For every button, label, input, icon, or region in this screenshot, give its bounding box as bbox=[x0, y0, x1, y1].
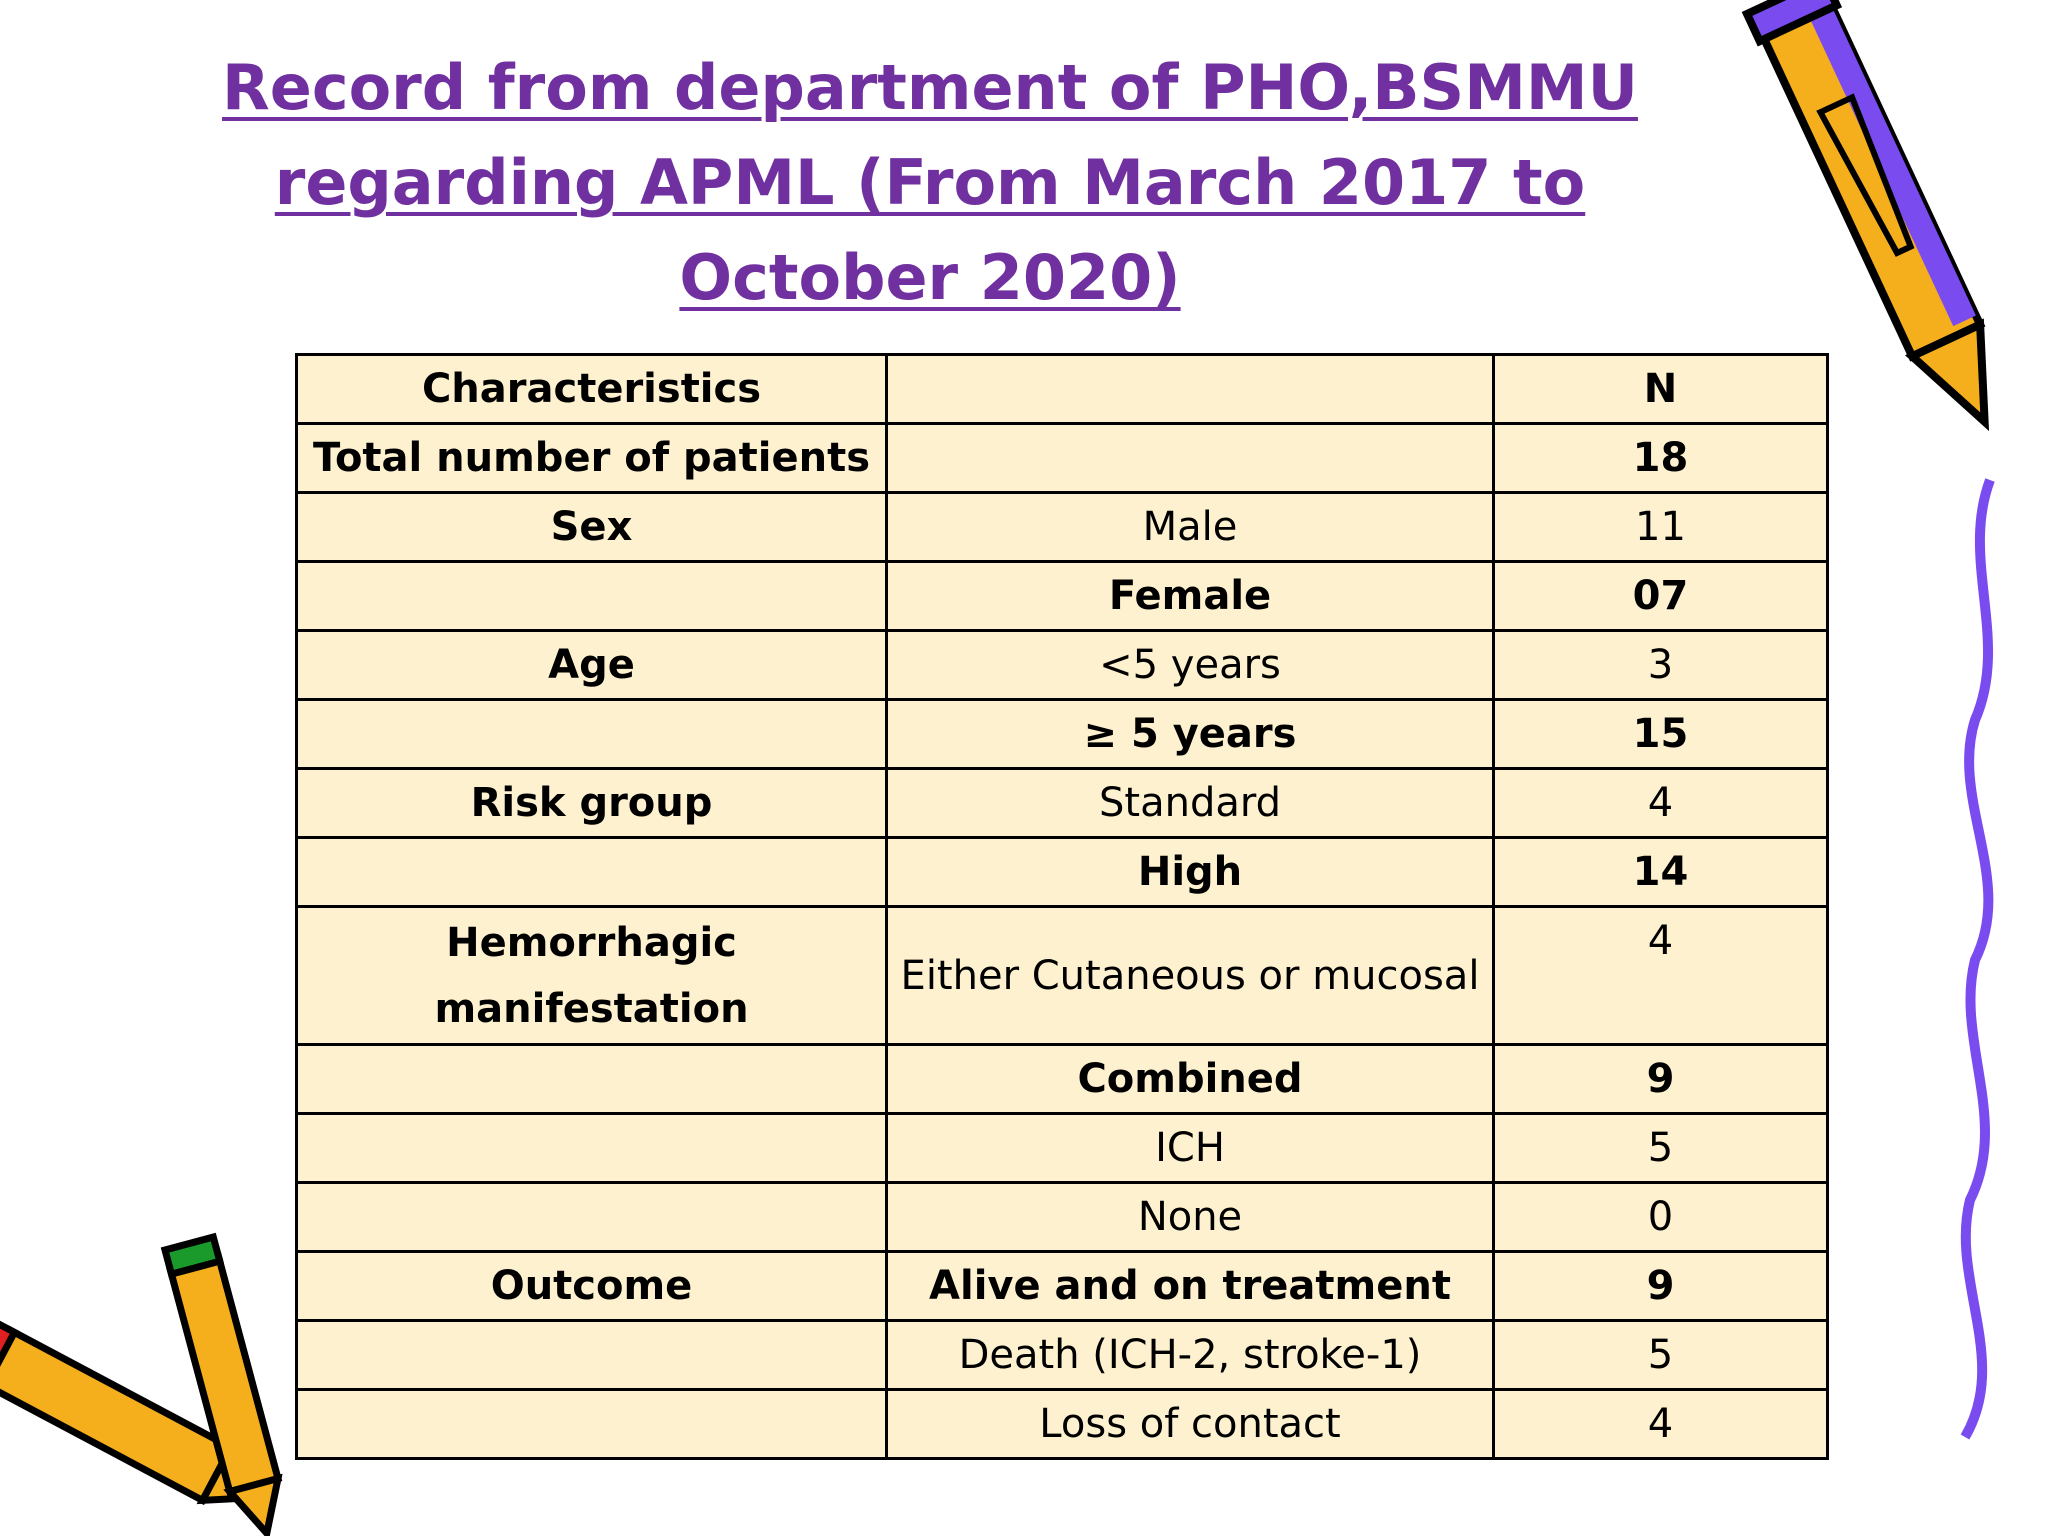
table-cell: Standard bbox=[885, 767, 1495, 839]
table-cell: <5 years bbox=[885, 629, 1495, 701]
table-cell: 9 bbox=[1492, 1043, 1829, 1115]
squiggle bbox=[1960, 478, 1995, 1440]
table-cell bbox=[295, 1043, 888, 1115]
table-row: Sex Male 11 bbox=[295, 491, 1829, 563]
table-cell: Male bbox=[885, 491, 1495, 563]
table-cell: High bbox=[885, 836, 1495, 908]
pencil-middle bbox=[160, 1232, 283, 1536]
table-cell bbox=[295, 560, 888, 632]
table-cell bbox=[295, 1388, 888, 1460]
table-cell: Either Cutaneous or mucosal bbox=[885, 905, 1495, 1046]
table-cell: 5 bbox=[1492, 1319, 1829, 1391]
table-cell: Hemorrhagic manifestation bbox=[295, 905, 888, 1046]
table-cell: ≥ 5 years bbox=[885, 698, 1495, 770]
pencil-top bbox=[1741, 0, 1990, 432]
table-row: High 14 bbox=[295, 836, 1829, 908]
table-row: Total number of patients 18 bbox=[295, 422, 1829, 494]
table-cell: 07 bbox=[1492, 560, 1829, 632]
table-row: None 0 bbox=[295, 1181, 1829, 1253]
table-row: Loss of contact 4 bbox=[295, 1388, 1829, 1460]
table-cell bbox=[885, 422, 1495, 494]
table-cell: 3 bbox=[1492, 629, 1829, 701]
table: Characteristics N Total number of patients… bbox=[295, 353, 1829, 1460]
table-cell: Characteristics bbox=[295, 353, 888, 425]
table-cell: Alive and on treatment bbox=[885, 1250, 1495, 1322]
table-cell bbox=[295, 698, 888, 770]
table-row: Death (ICH-2, stroke-1) 5 bbox=[295, 1319, 1829, 1391]
table-row: Characteristics N bbox=[295, 353, 1829, 425]
table-cell: 4 bbox=[1492, 1388, 1829, 1460]
table-cell: Death (ICH-2, stroke-1) bbox=[885, 1319, 1495, 1391]
table-cell: 0 bbox=[1492, 1181, 1829, 1253]
title-line: regarding APML (From March 2017 to bbox=[274, 146, 1586, 219]
title-line: October 2020) bbox=[679, 241, 1181, 314]
table-row: Combined 9 bbox=[295, 1043, 1829, 1115]
table-cell: Total number of patients bbox=[295, 422, 888, 494]
table-cell bbox=[295, 1112, 888, 1184]
table-cell: Outcome bbox=[295, 1250, 888, 1322]
table-cell: Combined bbox=[885, 1043, 1495, 1115]
table-row: Risk group Standard 4 bbox=[295, 767, 1829, 839]
table-row: Hemorrhagic manifestation Either Cutaneou… bbox=[295, 905, 1829, 1046]
table-cell: 5 bbox=[1492, 1112, 1829, 1184]
table-cell: Age bbox=[295, 629, 888, 701]
table-row: Age <5 years 3 bbox=[295, 629, 1829, 701]
table-cell: None bbox=[885, 1181, 1495, 1253]
table-cell: 11 bbox=[1492, 491, 1829, 563]
table-cell: Female bbox=[885, 560, 1495, 632]
table-cell bbox=[885, 353, 1495, 425]
table-cell bbox=[295, 836, 888, 908]
table-row: Female 07 bbox=[295, 560, 1829, 632]
table-cell: Sex bbox=[295, 491, 888, 563]
table-cell: 4 bbox=[1492, 905, 1829, 1046]
table-cell: 18 bbox=[1492, 422, 1829, 494]
table-row: ≥ 5 years 15 bbox=[295, 698, 1829, 770]
table-cell bbox=[295, 1181, 888, 1253]
table-cell: 4 bbox=[1492, 767, 1829, 839]
table-cell: N bbox=[1492, 353, 1829, 425]
table-cell: ICH bbox=[885, 1112, 1495, 1184]
table-cell: 14 bbox=[1492, 836, 1829, 908]
table-cell: 9 bbox=[1492, 1250, 1829, 1322]
title: Record from department of PHO,BSMMU rega… bbox=[200, 40, 1660, 325]
table-cell: 15 bbox=[1492, 698, 1829, 770]
table-cell bbox=[295, 1319, 888, 1391]
table-cell: Loss of contact bbox=[885, 1388, 1495, 1460]
title-line: Record from department of PHO,BSMMU bbox=[222, 51, 1638, 124]
table-row: ICH 5 bbox=[295, 1112, 1829, 1184]
table-cell: Risk group bbox=[295, 767, 888, 839]
table-row: Outcome Alive and on treatment 9 bbox=[295, 1250, 1829, 1322]
